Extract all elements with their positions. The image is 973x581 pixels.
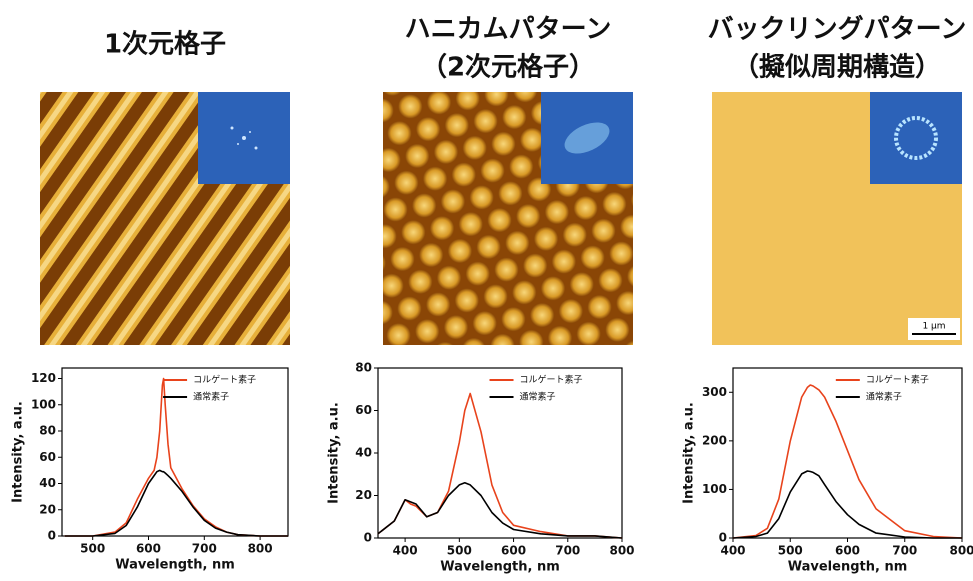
legend-label: コルゲート素子 [866, 374, 929, 386]
x-tick-label: 600 [501, 544, 526, 558]
y-tick-label: 80 [39, 424, 56, 438]
y-axis-label: Intensity, a.u. [682, 402, 697, 504]
legend-label: 通常素子 [866, 391, 902, 403]
legend-label: コルゲート素子 [193, 374, 256, 386]
plot-frame [378, 368, 622, 538]
y-tick-label: 100 [702, 482, 727, 496]
x-axis-label: Wavelength, nm [788, 560, 908, 575]
series-line [378, 483, 622, 538]
x-axis-label: Wavelength, nm [440, 560, 560, 575]
plot-frame [733, 368, 962, 538]
x-tick-label: 500 [447, 544, 472, 558]
plot-frame [62, 368, 288, 536]
x-tick-label: 700 [192, 542, 217, 556]
y-axis-label: Intensity, a.u. [11, 401, 26, 503]
y-tick-label: 0 [48, 529, 56, 543]
scale-label: 1 μm [922, 322, 945, 332]
y-tick-label: 40 [39, 476, 56, 490]
x-tick-label: 700 [892, 544, 917, 558]
x-tick-label: 400 [720, 544, 745, 558]
figure: 1次元格子 ハニカムパターン （2次元格子） バックリングパターン （擬似周期構造） 1 … [0, 0, 973, 577]
panel-title: ハニカムパターン [405, 15, 612, 45]
panel-title: バックリングパターン [708, 15, 967, 45]
legend-label: コルゲート素子 [520, 374, 583, 386]
y-tick-label: 120 [31, 371, 56, 385]
y-tick-label: 60 [39, 450, 56, 464]
x-tick-label: 800 [609, 544, 634, 558]
legend-label: 通常素子 [520, 391, 556, 403]
panel-title: （擬似周期構造） [733, 53, 941, 83]
y-tick-label: 0 [364, 531, 372, 545]
panel-title: （2次元格子） [421, 52, 595, 83]
y-tick-label: 40 [355, 446, 372, 460]
y-tick-label: 100 [31, 397, 56, 411]
panel-title: 1次元格子 [104, 29, 226, 60]
x-tick-label: 800 [949, 544, 973, 558]
series-line [65, 470, 288, 536]
legend-label: 通常素子 [193, 391, 229, 403]
y-axis-label: Intensity, a.u. [327, 402, 342, 504]
x-tick-label: 500 [80, 542, 105, 556]
afm-images [40, 92, 962, 345]
y-tick-label: 80 [355, 361, 372, 375]
x-tick-label: 400 [393, 544, 418, 558]
x-tick-label: 600 [136, 542, 161, 556]
y-tick-label: 20 [39, 502, 56, 516]
y-tick-label: 200 [702, 433, 727, 447]
x-tick-label: 700 [555, 544, 580, 558]
x-tick-label: 800 [248, 542, 273, 556]
y-tick-label: 20 [355, 488, 372, 502]
x-axis-label: Wavelength, nm [115, 558, 235, 573]
series-line [65, 379, 288, 537]
y-tick-label: 0 [719, 531, 727, 545]
y-tick-label: 300 [702, 385, 727, 399]
y-tick-label: 60 [355, 403, 372, 417]
x-tick-label: 600 [835, 544, 860, 558]
fft-inset [870, 92, 962, 184]
series-line [378, 394, 622, 539]
x-tick-label: 500 [778, 544, 803, 558]
